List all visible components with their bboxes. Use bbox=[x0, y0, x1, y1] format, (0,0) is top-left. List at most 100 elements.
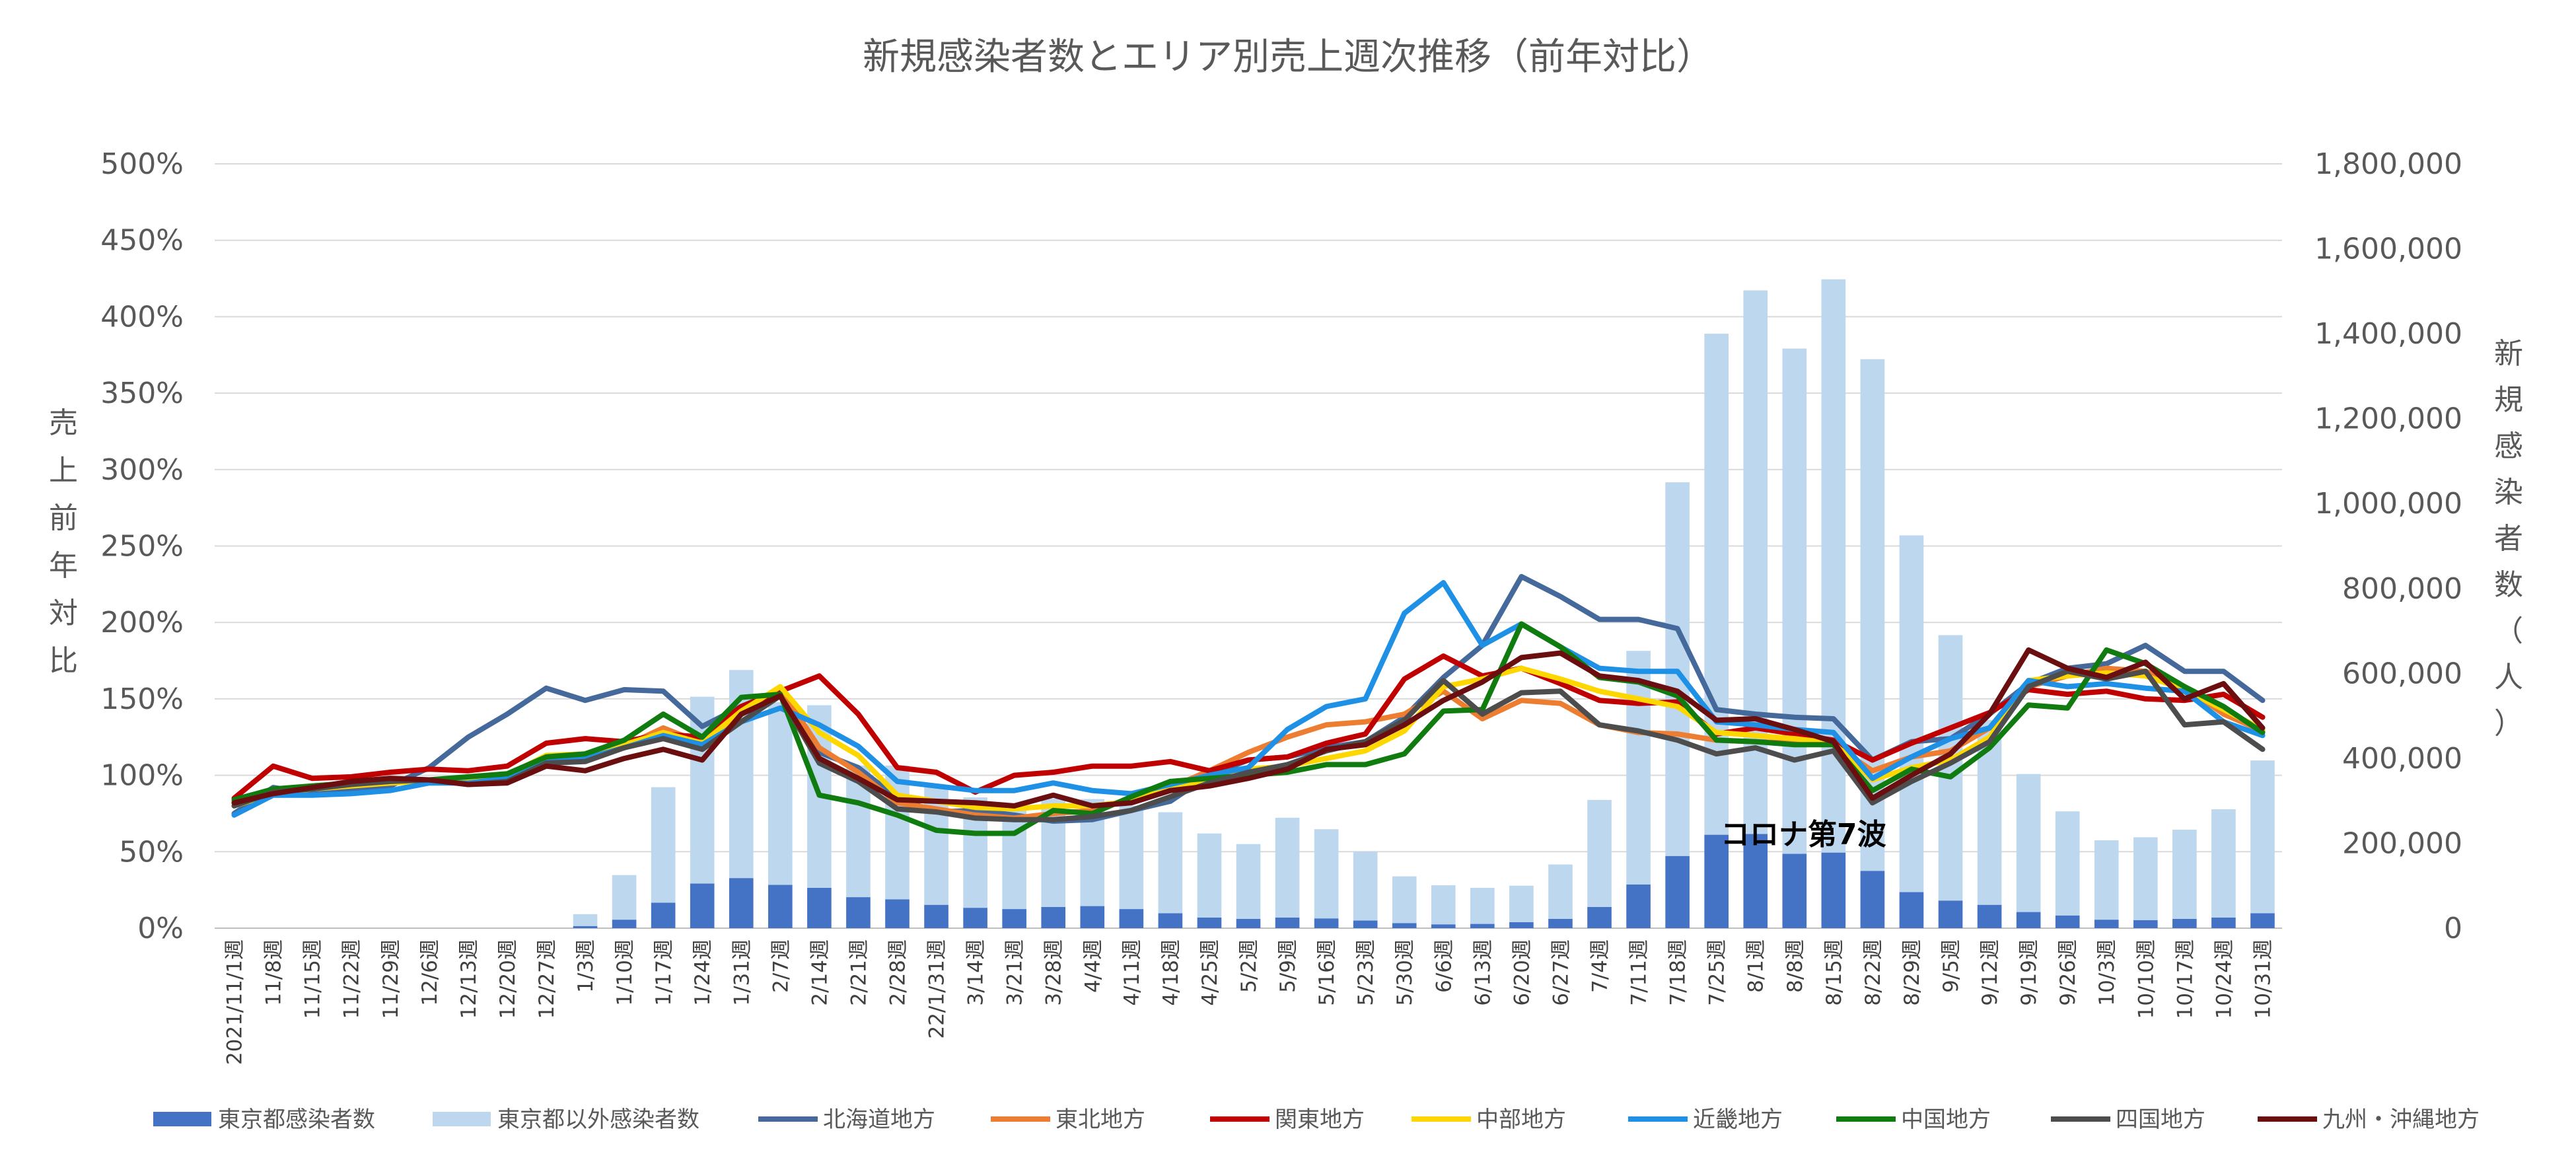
bar-outside-tokyo bbox=[2133, 837, 2158, 920]
right-axis-title-char: 感 bbox=[2494, 429, 2523, 463]
left-axis-title-char: 対 bbox=[49, 597, 78, 630]
x-tick-label: 12/20週 bbox=[496, 939, 520, 1019]
legend-swatch bbox=[433, 1112, 491, 1126]
bar-tokyo bbox=[1236, 918, 1261, 928]
bar-tokyo bbox=[1119, 909, 1144, 928]
x-tick-label: 5/2週 bbox=[1237, 939, 1261, 993]
bar-outside-tokyo bbox=[1275, 817, 1300, 918]
bar-tokyo bbox=[1860, 871, 1885, 928]
bar-outside-tokyo bbox=[1821, 279, 1846, 853]
left-tick-label: 500% bbox=[100, 147, 184, 181]
right-tick-label: 200,000 bbox=[2342, 826, 2462, 860]
bar-tokyo bbox=[846, 897, 871, 928]
legend-label: 東京都以外感染者数 bbox=[497, 1107, 699, 1133]
x-tick-label: 3/28週 bbox=[1042, 939, 1066, 1006]
x-tick-label: 4/18週 bbox=[1159, 939, 1183, 1006]
legend-label: 東京都感染者数 bbox=[218, 1107, 375, 1133]
bar-tokyo bbox=[1665, 855, 1690, 928]
x-tick-label: 2/14週 bbox=[808, 939, 832, 1006]
x-tick-label: 1/10週 bbox=[613, 939, 637, 1006]
bar-outside-tokyo bbox=[612, 875, 637, 920]
right-tick-label: 1,800,000 bbox=[2314, 147, 2462, 181]
bar-outside-tokyo bbox=[1158, 812, 1183, 914]
line-中国地方 bbox=[231, 621, 2266, 836]
bar-tokyo bbox=[2094, 920, 2119, 928]
x-tick-label: 11/29週 bbox=[379, 939, 403, 1019]
x-tick-label: 11/22週 bbox=[340, 939, 364, 1019]
bar-tokyo bbox=[1938, 900, 1963, 928]
bar-tokyo bbox=[2133, 920, 2158, 928]
bar-tokyo bbox=[729, 878, 754, 928]
left-tick-label: 200% bbox=[100, 606, 184, 639]
left-axis-title-char: 前 bbox=[49, 501, 78, 535]
x-tick-label: 7/25週 bbox=[1705, 939, 1729, 1006]
right-tick-label: 1,400,000 bbox=[2314, 317, 2462, 351]
left-tick-label: 400% bbox=[100, 300, 184, 334]
x-tick-label: 12/13週 bbox=[457, 939, 481, 1019]
bar-tokyo bbox=[2055, 915, 2080, 928]
bar-tokyo bbox=[1275, 917, 1300, 928]
bar-tokyo bbox=[2016, 912, 2041, 928]
left-axis-ticks: 0% 50% 100% 150% 200% 250% 300% 350% 400% 450% 500… bbox=[100, 147, 184, 945]
right-axis-title-char: 染 bbox=[2494, 476, 2523, 509]
bar-outside-tokyo bbox=[1431, 885, 1456, 925]
legend-label: 東北地方 bbox=[1055, 1107, 1145, 1133]
right-tick-label: 0 bbox=[2444, 912, 2462, 945]
legend: 東京都感染者数 東京都以外感染者数 北海道地方 東北地方 関東地方 中部地方 近畿地方 中国地… bbox=[153, 1107, 2480, 1133]
x-tick-label: 8/15週 bbox=[1822, 939, 1846, 1006]
chart-title: 新規感染者数とエリア別売上週次推移（前年対比） bbox=[863, 36, 1713, 79]
bar-outside-tokyo bbox=[768, 702, 793, 885]
x-tick-label: 10/31週 bbox=[2251, 939, 2275, 1019]
bar-tokyo bbox=[963, 908, 987, 928]
x-tick-label: 1/31週 bbox=[730, 939, 754, 1006]
x-tick-label: 2021/11/1週 bbox=[223, 939, 247, 1065]
bar-tokyo bbox=[651, 902, 676, 928]
bar-tokyo bbox=[1314, 918, 1339, 928]
right-axis-title-char: ） bbox=[2494, 707, 2523, 741]
legend-swatch bbox=[153, 1112, 211, 1126]
bar-tokyo bbox=[1548, 918, 1573, 928]
left-tick-label: 100% bbox=[100, 759, 184, 793]
bar-tokyo bbox=[1041, 906, 1066, 928]
x-tick-label: 4/25週 bbox=[1198, 939, 1222, 1006]
bar-outside-tokyo bbox=[1509, 885, 1534, 923]
right-axis-ticks: 0 200,000 400,000 600,000 800,000 1,000,000 1,… bbox=[2314, 147, 2462, 945]
legend-label: 中国地方 bbox=[1901, 1107, 1991, 1133]
right-axis-title-char: 新 bbox=[2494, 337, 2523, 371]
x-tick-label: 8/1週 bbox=[1744, 939, 1768, 993]
bar-outside-tokyo bbox=[1002, 806, 1026, 910]
right-tick-label: 800,000 bbox=[2342, 572, 2462, 606]
x-tick-label: 11/8週 bbox=[262, 939, 286, 1006]
bar-tokyo bbox=[1002, 909, 1026, 928]
bar-tokyo bbox=[612, 920, 637, 928]
wave-annotation: コロナ第7波 bbox=[1721, 818, 1886, 852]
line-series bbox=[231, 573, 2266, 836]
x-tick-label: 9/12週 bbox=[1978, 939, 2002, 1006]
bar-tokyo bbox=[1821, 852, 1846, 928]
bar-outside-tokyo bbox=[2055, 811, 2080, 916]
x-tick-label: 12/6週 bbox=[418, 939, 442, 1006]
bar-outside-tokyo bbox=[1548, 864, 1573, 919]
bar-tokyo bbox=[1353, 920, 1378, 928]
x-tick-label: 5/30週 bbox=[1393, 939, 1417, 1006]
bar-outside-tokyo bbox=[1626, 651, 1651, 885]
x-tick-label: 8/29週 bbox=[1900, 939, 1924, 1006]
right-axis-title-char: 者 bbox=[2494, 522, 2523, 556]
left-axis-title-char: 売 bbox=[49, 406, 78, 440]
bar-outside-tokyo bbox=[1470, 887, 1495, 924]
left-tick-label: 0% bbox=[137, 912, 184, 945]
left-tick-label: 450% bbox=[100, 224, 184, 258]
bar-tokyo bbox=[807, 887, 832, 928]
right-tick-label: 1,600,000 bbox=[2314, 233, 2462, 266]
x-tick-label: 9/19週 bbox=[2017, 939, 2041, 1006]
right-axis-title-char: 人 bbox=[2494, 661, 2523, 694]
x-tick-label: 9/26週 bbox=[2056, 939, 2080, 1006]
bar-tokyo bbox=[768, 885, 793, 928]
right-axis-title-char: 数 bbox=[2494, 568, 2523, 602]
x-tick-label: 6/27週 bbox=[1549, 939, 1573, 1006]
bar-series bbox=[573, 279, 2275, 928]
bar-outside-tokyo bbox=[1392, 876, 1417, 924]
bar-outside-tokyo bbox=[2094, 840, 2119, 920]
x-tick-label: 1/3週 bbox=[574, 939, 598, 993]
